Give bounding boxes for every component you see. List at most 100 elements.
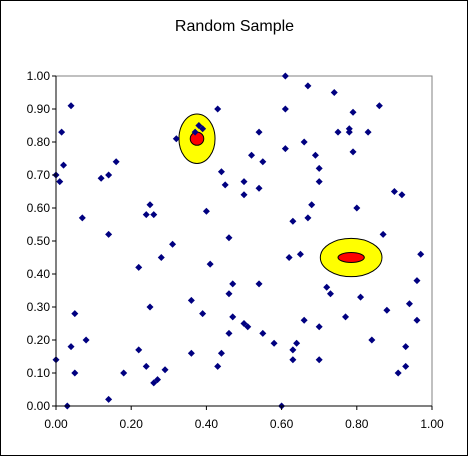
data-point (78, 214, 86, 222)
data-point (255, 184, 263, 192)
highlights-layer (178, 113, 383, 278)
data-point (244, 323, 252, 331)
data-point (71, 310, 79, 318)
data-point (270, 339, 278, 347)
data-point (349, 108, 357, 116)
plot-area (55, 75, 433, 407)
data-point (281, 105, 289, 113)
data-point (191, 128, 199, 136)
data-point (402, 362, 410, 370)
data-point (255, 128, 263, 136)
x-tick-label: 0.40 (195, 417, 219, 431)
data-point (289, 346, 297, 354)
axes-layer: 0.00 0.10 0.20 0.30 0.40 0.50 0.60 0.70 0.80 0.90… (27, 69, 444, 431)
y-tick-label: 0.40 (27, 267, 51, 281)
data-point (217, 349, 225, 357)
data-point (413, 277, 421, 285)
data-point (368, 336, 376, 344)
data-point (206, 260, 214, 268)
data-point (240, 178, 248, 186)
data-point (112, 158, 120, 166)
data-point (394, 369, 402, 377)
data-point (240, 320, 248, 327)
data-point (214, 362, 222, 370)
data-point (353, 204, 361, 212)
y-tick-label: 0.50 (27, 234, 51, 248)
data-point (195, 122, 203, 129)
data-point (308, 201, 316, 209)
data-point (304, 214, 312, 222)
data-point (120, 369, 128, 377)
data-point (221, 181, 229, 189)
data-point (289, 356, 297, 364)
data-point (150, 211, 158, 219)
data-point (142, 362, 150, 370)
data-point (225, 234, 233, 242)
data-point (259, 329, 267, 337)
data-point (199, 310, 207, 318)
data-point (157, 254, 165, 261)
data-point (56, 178, 64, 186)
data-point (281, 72, 289, 80)
data-point (402, 343, 410, 351)
data-point (315, 356, 323, 364)
data-point (60, 161, 68, 169)
data-point (281, 145, 289, 153)
data-point (146, 201, 154, 209)
data-point (187, 296, 195, 304)
data-point (293, 339, 301, 347)
data-point (296, 250, 304, 258)
points-layer (52, 72, 425, 410)
data-point (413, 316, 421, 324)
data-point (146, 303, 154, 311)
data-point (135, 263, 143, 271)
data-point (285, 254, 293, 261)
data-point (150, 379, 158, 387)
data-point (334, 128, 342, 136)
data-point (225, 290, 233, 298)
x-tick-label: 0.20 (120, 417, 144, 431)
data-point (357, 293, 365, 301)
data-point (390, 188, 398, 195)
data-point (82, 336, 90, 344)
data-point (289, 217, 297, 225)
data-point (255, 280, 263, 288)
x-tick-label: 0.80 (345, 417, 369, 431)
data-point (199, 125, 207, 133)
x-tick-label: 0.00 (44, 417, 68, 431)
data-point (364, 128, 372, 136)
data-point (323, 283, 331, 291)
data-point (161, 366, 169, 374)
data-point (300, 316, 308, 324)
data-point (58, 128, 66, 136)
data-point (326, 290, 334, 298)
data-point (67, 102, 75, 110)
data-point (405, 300, 413, 308)
data-point (225, 329, 233, 337)
data-point (345, 128, 353, 136)
y-tick-label: 0.00 (27, 399, 51, 413)
data-point (417, 250, 425, 258)
data-point (379, 230, 387, 238)
highlight-core (337, 252, 365, 263)
data-point (67, 343, 75, 351)
data-point (97, 174, 105, 182)
data-point (154, 376, 162, 384)
data-point (217, 168, 225, 176)
x-tick-label: 1.00 (420, 417, 444, 431)
data-point (300, 138, 308, 146)
data-point (229, 280, 237, 288)
data-point (214, 105, 222, 113)
data-point (304, 82, 312, 90)
data-point (135, 346, 143, 354)
data-point (349, 148, 357, 156)
data-point (172, 135, 180, 143)
data-point (315, 323, 323, 331)
data-point (142, 211, 150, 219)
y-tick-label: 0.90 (27, 102, 51, 116)
data-point (71, 369, 79, 377)
data-point (315, 178, 323, 186)
data-point (398, 191, 406, 199)
